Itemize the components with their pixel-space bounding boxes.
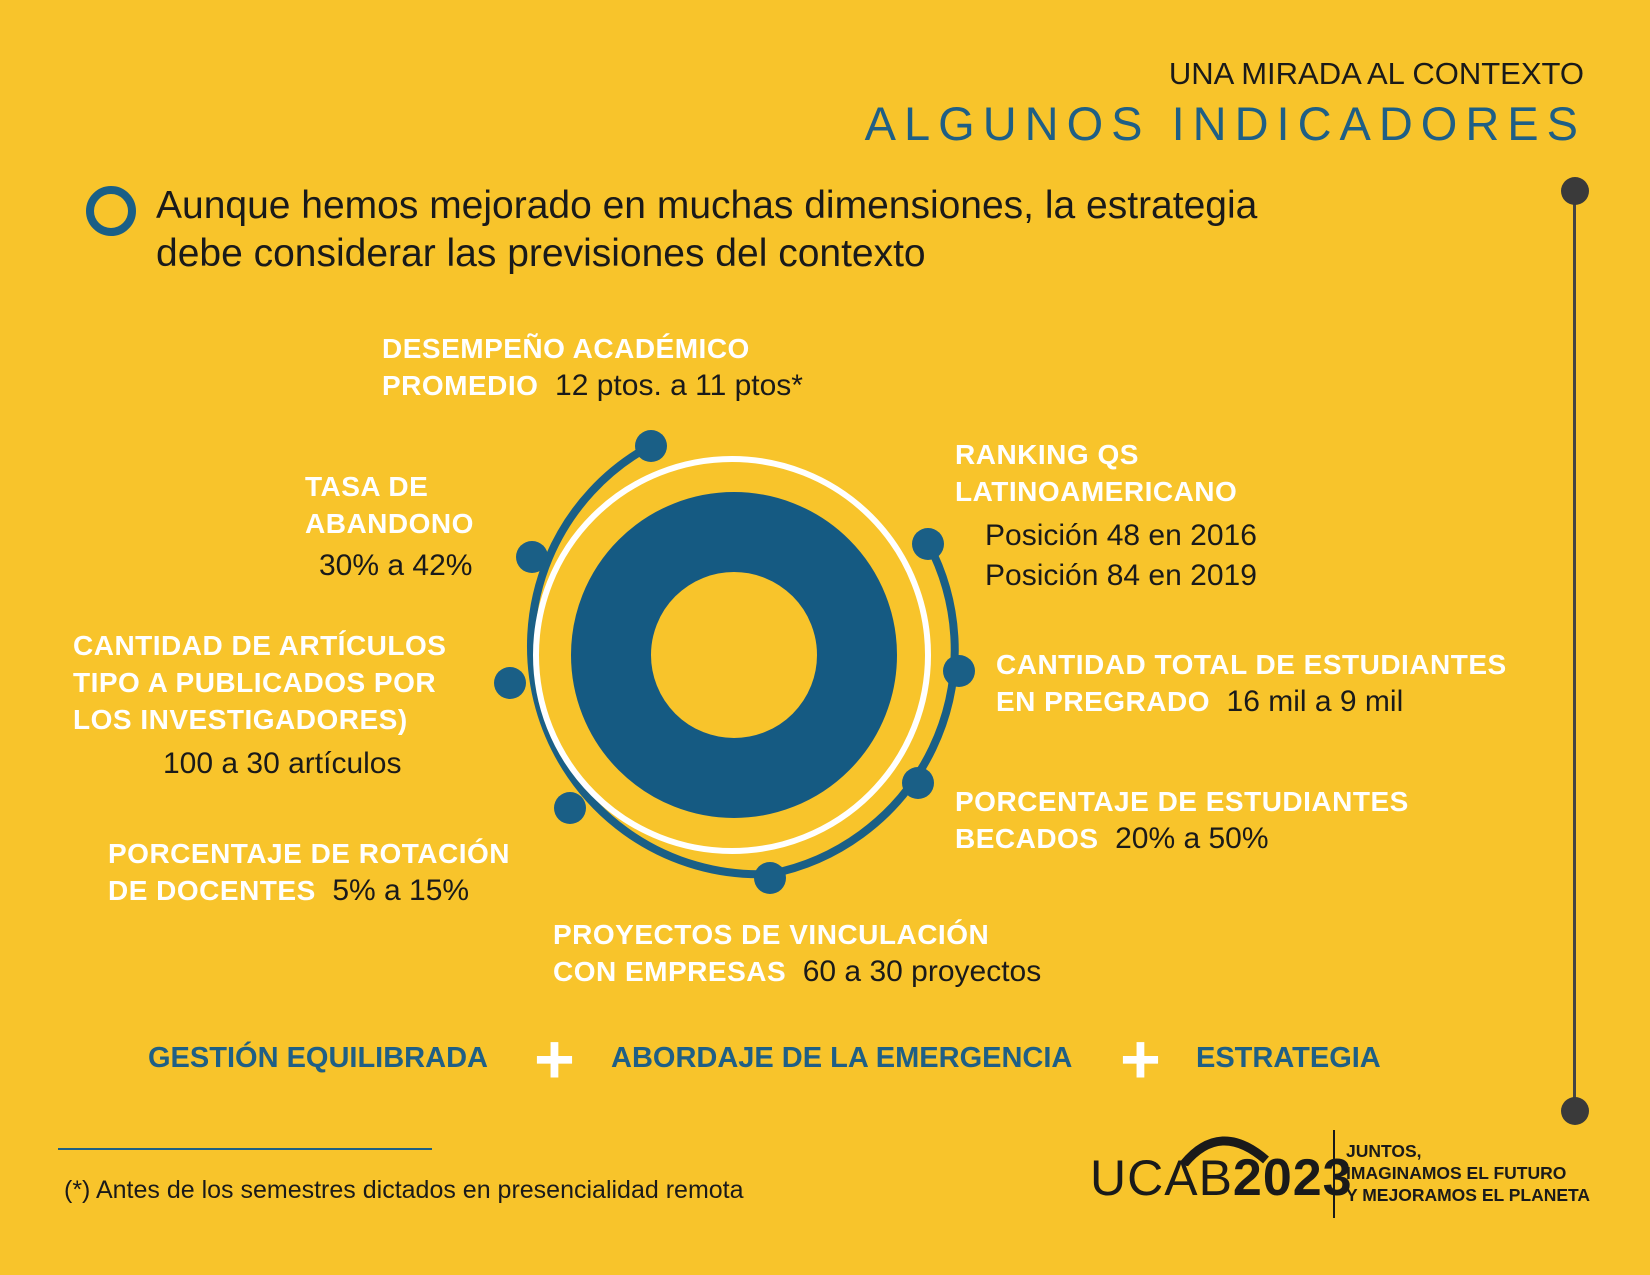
indicator-label: DE DOCENTES — [108, 875, 316, 906]
logo-arc-icon — [1180, 1136, 1269, 1166]
dot-articles — [494, 667, 526, 699]
intro-line-2: debe considerar las previsiones del cont… — [156, 232, 926, 275]
indicator-label: RANKING QS — [955, 439, 1139, 470]
indicator-label: TASA DE — [305, 471, 429, 502]
logo-divider — [1333, 1130, 1335, 1218]
indicator-dropout: TASA DE ABANDONO 30% a 42% — [305, 468, 474, 586]
indicator-value: 20% a 50% — [1115, 822, 1269, 855]
indicator-value: 12 ptos. a 11 ptos* — [555, 369, 803, 402]
outer-arc-right — [769, 541, 959, 878]
indicator-label: EN PREGRADO — [996, 686, 1210, 717]
logo-tagline: JUNTOS, IMAGINAMOS EL FUTURO Y MEJORAMOS… — [1346, 1140, 1590, 1206]
indicator-students: CANTIDAD TOTAL DE ESTUDIANTES EN PREGRAD… — [996, 646, 1507, 720]
indicator-label: PROMEDIO — [382, 370, 539, 401]
indicator-value: Posición 84 en 2019 — [985, 559, 1257, 592]
dot-scholarship — [902, 767, 934, 799]
intro-line-1: Aunque hemos mejorado en muchas dimensio… — [156, 184, 1258, 227]
ring-bullet-icon — [86, 186, 136, 236]
indicator-label: LOS INVESTIGADORES) — [73, 704, 408, 735]
indicator-label: LATINOAMERICANO — [955, 476, 1238, 507]
indicator-label: CANTIDAD TOTAL DE ESTUDIANTES — [996, 649, 1507, 680]
indicator-ranking: RANKING QS LATINOAMERICANO Posición 48 e… — [955, 436, 1257, 596]
indicator-label: PORCENTAJE DE ROTACIÓN — [108, 838, 510, 869]
footnote: (*) Antes de los semestres dictados en p… — [64, 1176, 744, 1204]
intro-text: Aunque hemos mejorado en muchas dimensio… — [156, 182, 1456, 278]
tagline-line: Y MEJORAMOS EL PLANETA — [1346, 1185, 1591, 1205]
indicator-label: PORCENTAJE DE ESTUDIANTES — [955, 786, 1409, 817]
timeline-top-dot — [1561, 177, 1589, 205]
formula-item-3: ESTRATEGIA — [1196, 1042, 1381, 1074]
indicator-label: BECADOS — [955, 823, 1099, 854]
indicator-label: ABANDONO — [305, 508, 474, 539]
indicator-label: CANTIDAD DE ARTÍCULOS — [73, 630, 447, 661]
indicator-projects: PROYECTOS DE VINCULACIÓN CON EMPRESAS 60… — [553, 916, 1041, 990]
indicator-value: 5% a 15% — [332, 874, 470, 907]
indicator-scholarship: PORCENTAJE DE ESTUDIANTES BECADOS 20% a … — [955, 783, 1409, 857]
indicator-label: PROYECTOS DE VINCULACIÓN — [553, 919, 990, 950]
dot-dropout — [516, 541, 548, 573]
blue-donut — [571, 492, 897, 818]
header-kicker: UNA MIRADA AL CONTEXTO — [1168, 56, 1584, 91]
indicator-label: DESEMPEÑO ACADÉMICO — [382, 333, 750, 364]
indicator-value: 100 a 30 artículos — [163, 747, 402, 780]
dot-academic — [635, 430, 667, 462]
indicator-articles: CANTIDAD DE ARTÍCULOS TIPO A PUBLICADOS … — [73, 627, 446, 784]
page-title: ALGUNOS INDICADORES — [864, 97, 1586, 150]
formula-item-1: GESTIÓN EQUILIBRADA — [148, 1042, 488, 1074]
tagline-line: IMAGINAMOS EL FUTURO — [1346, 1163, 1567, 1183]
indicator-value: 16 mil a 9 mil — [1226, 685, 1404, 718]
plus-icon: + — [1120, 1020, 1161, 1098]
timeline-line — [1573, 190, 1576, 1110]
outer-arc-left — [527, 442, 771, 879]
ucab-logo: UCAB2023 — [1090, 1148, 1353, 1208]
tagline-line: JUNTOS, — [1346, 1141, 1422, 1161]
indicator-label: CON EMPRESAS — [553, 956, 787, 987]
indicator-value: Posición 48 en 2016 — [985, 519, 1257, 552]
indicator-value: 60 a 30 proyectos — [802, 955, 1042, 988]
dot-rotation — [554, 792, 586, 824]
plus-icon: + — [534, 1020, 575, 1098]
footnote-divider — [58, 1148, 432, 1150]
white-ring — [533, 456, 931, 854]
dot-students — [943, 655, 975, 687]
indicator-academic: DESEMPEÑO ACADÉMICO PROMEDIO 12 ptos. a … — [382, 330, 803, 404]
logo-brand: UCAB — [1090, 1150, 1233, 1206]
timeline-bottom-dot — [1561, 1097, 1589, 1125]
indicator-value: 30% a 42% — [319, 549, 473, 582]
formula-item-2: ABORDAJE DE LA EMERGENCIA — [611, 1042, 1073, 1074]
indicator-label: TIPO A PUBLICADOS POR — [73, 667, 437, 698]
logo-year: 2023 — [1232, 1149, 1353, 1207]
dot-ranking — [912, 528, 944, 560]
indicator-rotation: PORCENTAJE DE ROTACIÓN DE DOCENTES 5% a … — [108, 835, 510, 909]
dot-projects — [754, 862, 786, 894]
